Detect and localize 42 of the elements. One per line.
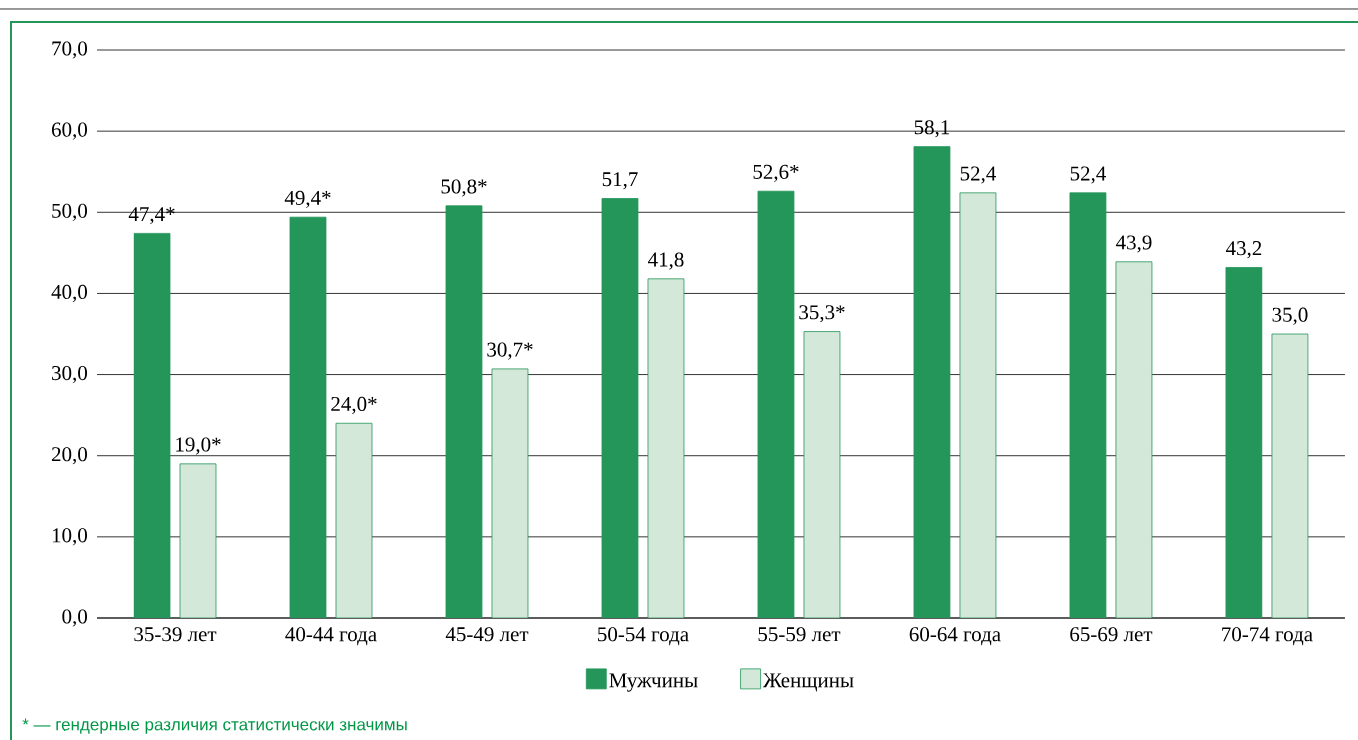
legend-label: Женщины [762,673,854,692]
y-tick-label: 10,0 [52,528,88,546]
data-label: 35,3* [799,305,845,323]
data-label: 24,0* [331,396,377,415]
bar [335,422,373,618]
data-label: 51,7 [602,172,638,190]
text: * — гендерные различия статистически значимы [22,718,407,734]
data-label: 35,0 [1272,307,1308,325]
legend-label: Мужчины [609,673,698,692]
bar [803,331,841,618]
y-tick-label: 70,0 [52,41,88,59]
bar [491,368,529,618]
y-tick-label: 30,0 [52,365,88,384]
y-tick-label: 60,0 [51,122,88,140]
bar [179,463,217,618]
data-label: 52,4 [960,166,997,184]
data-label: 52,4 [1070,166,1106,184]
x-tick-label: 40-44 года [285,627,377,646]
y-tick-label: 50,0 [52,203,88,221]
x-tick-label: 50-54 года [598,627,689,646]
data-label: 19,0* [176,437,221,455]
y-tick-label: 40,0 [51,284,88,303]
data-label: 50,8* [441,179,487,197]
bar [1271,333,1309,618]
bar [959,192,997,618]
x-tick-label: 60-64 года [909,627,1001,646]
x-tick-label: 55-59 лет [758,627,841,642]
data-label: 41,8 [648,252,684,270]
data-label: 43,2 [1225,241,1262,259]
y-tick-label: 0,0 [62,609,88,627]
x-tick-label: 70-74 года [1222,627,1313,646]
data-label: 30,7* [487,342,533,360]
data-label: 49,4* [284,190,331,208]
data-label: 52,6* [753,164,799,182]
y-tick-label: 20,0 [51,447,88,465]
x-tick-label: 65-69 лет [1070,627,1153,642]
bar [1115,261,1153,618]
x-tick-label: 45-49 лет [445,627,529,642]
x-tick-label: 35-39 лет [134,627,217,642]
data-label: 58,1 [914,120,950,138]
data-label: 43,9 [1115,235,1152,253]
bar [647,278,685,618]
